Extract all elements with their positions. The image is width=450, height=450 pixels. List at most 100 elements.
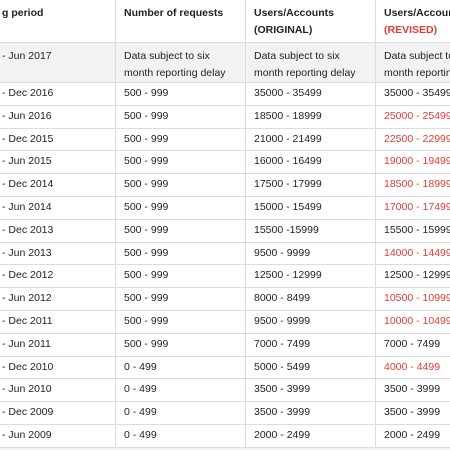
note-text: month reporting delay [254, 67, 356, 79]
data-row: - Dec 2012 500 - 999 12500 - 12999 12500 - … [0, 265, 450, 289]
revised-cell: 35000 - 35499 [375, 83, 450, 105]
revised-cell: 2000 - 2499 [375, 425, 450, 447]
header-cell: Number of requests [115, 0, 245, 42]
header-text: Number of requests [124, 7, 224, 19]
note-cell: Data subject to six month reporting delay [245, 43, 375, 82]
data-row: - Jun 2014 500 - 999 15000 - 15499 17000 - … [0, 197, 450, 220]
data-row: - Jun 2016 500 - 999 18500 - 18999 25000 - … [0, 105, 450, 129]
data-row: - Jun 2011 500 - 999 7000 - 7499 7000 - 749… [0, 333, 450, 357]
period-cell: - Jun 2015 [2, 155, 52, 168]
note-cell: Data subject to si month reporting [375, 43, 450, 82]
data-row: - Jun 2012 500 - 999 8000 - 8499 10500 - 10… [0, 288, 450, 311]
data-row: - Dec 2013 500 - 999 15500 -15999 15500 - 1… [0, 219, 450, 243]
period-cell: - Dec 2013 [2, 223, 54, 236]
revised-cell: 19000 - 19499 [375, 151, 450, 174]
period-cell: - Jun 2014 [2, 201, 52, 213]
header-text: g period [2, 7, 44, 19]
original-cell: 16000 - 16499 [245, 151, 375, 174]
revised-cell: 12500 - 12999 [375, 265, 450, 288]
data-row: - Dec 2011 500 - 999 9500 - 9999 10000 - 10… [0, 311, 450, 334]
period-cell: - Dec 2010 [2, 360, 54, 373]
original-cell: 12500 - 12999 [245, 265, 375, 288]
requests-cell: 500 - 999 [115, 242, 245, 265]
period-cell: - Dec 2011 [2, 315, 53, 327]
revised-cell: 7000 - 7499 [375, 333, 450, 356]
period-cell: - Dec 2015 [2, 132, 54, 145]
original-cell: 9500 - 9999 [245, 311, 375, 333]
header-text: Users/Accounts [254, 7, 334, 19]
data-row: - Jun 2010 0 - 499 3500 - 3999 3500 - 3999 [0, 379, 450, 403]
revised-cell: 4000 - 4499 [375, 356, 450, 379]
data-row: - Dec 2009 0 - 499 3500 - 3999 3500 - 3999 [0, 402, 450, 425]
period-cell: - Dec 2016 [2, 87, 54, 99]
header-cell: Users/Accounts (ORIGINAL) [245, 0, 375, 42]
original-cell: 18500 - 18999 [245, 105, 375, 128]
original-cell: 15500 -15999 [245, 219, 375, 242]
data-row: - Dec 2010 0 - 499 5000 - 5499 4000 - 4499 [0, 356, 450, 380]
original-cell: 5000 - 5499 [245, 356, 375, 379]
original-cell: 3500 - 3999 [245, 402, 375, 424]
revised-cell: 17000 - 17499 [375, 197, 450, 219]
header-cell: Users/Account (REVISED) [375, 0, 450, 42]
requests-cell: 500 - 999 [115, 83, 245, 105]
header-text: (ORIGINAL) [254, 24, 313, 36]
note-text: Data subject to six [124, 50, 210, 62]
period-cell: - Dec 2014 [2, 178, 54, 191]
note-row: - Jun 2017 Data subject to six month repor… [0, 43, 450, 83]
data-row: - Jun 2013 500 - 999 9500 - 9999 14000 - 14… [0, 242, 450, 266]
requests-cell: 500 - 999 [115, 288, 245, 310]
revised-cell: 10500 - 10999 [375, 288, 450, 310]
data-row: - Dec 2014 500 - 999 17500 - 17999 18500 - … [0, 174, 450, 197]
period-cell: - Jun 2017 [2, 50, 52, 62]
requests-cell: 0 - 499 [115, 379, 245, 402]
original-cell: 15000 - 15499 [245, 197, 375, 219]
revised-cell: 15500 - 15999 [375, 219, 450, 242]
revised-cell: 22500 - 22999 [375, 128, 450, 151]
revised-cell: 25000 - 25499 [375, 105, 450, 128]
original-cell: 3500 - 3999 [245, 379, 375, 402]
original-cell: 8000 - 8499 [245, 288, 375, 310]
original-cell: 35000 - 35499 [245, 83, 375, 105]
data-row: - Dec 2016 500 - 999 35000 - 35499 35000 - … [0, 83, 450, 106]
note-text: month reporting delay [124, 67, 226, 79]
requests-cell: 500 - 999 [115, 105, 245, 128]
note-text: month reporting [384, 67, 450, 79]
header-cell: g period [0, 0, 115, 42]
header-row: g period Number of requests Users/Accounts… [0, 0, 450, 43]
period-cell: - Dec 2009 [2, 406, 54, 419]
period-cell: - Jun 2009 [2, 429, 52, 441]
original-cell: 2000 - 2499 [245, 425, 375, 447]
requests-cell: 500 - 999 [115, 174, 245, 196]
requests-cell: 0 - 499 [115, 356, 245, 379]
note-text: Data subject to six [254, 50, 340, 62]
revised-cell: 10000 - 10499 [375, 311, 450, 333]
revised-cell: 18500 - 18999 [375, 174, 450, 196]
requests-cell: 0 - 499 [115, 425, 245, 447]
header-text: Users/Account [384, 7, 450, 19]
requests-cell: 500 - 999 [115, 128, 245, 151]
requests-cell: 500 - 999 [115, 197, 245, 219]
period-cell: - Jun 2016 [2, 109, 52, 122]
note-text: Data subject to si [384, 50, 450, 62]
period-cell: - Jun 2013 [2, 246, 52, 259]
note-cell: Data subject to six month reporting delay [115, 43, 245, 82]
period-cell: - Jun 2012 [2, 292, 52, 305]
period-cell: - Dec 2012 [2, 269, 54, 282]
requests-cell: 500 - 999 [115, 151, 245, 174]
period-cell: - Jun 2011 [2, 337, 51, 350]
revised-cell: 14000 - 14499 [375, 242, 450, 265]
header-text: (REVISED) [384, 24, 438, 36]
original-cell: 21000 - 21499 [245, 128, 375, 151]
revised-cell: 3500 - 3999 [375, 402, 450, 424]
requests-cell: 500 - 999 [115, 265, 245, 288]
data-row: - Dec 2015 500 - 999 21000 - 21499 22500 - … [0, 128, 450, 152]
original-cell: 17500 - 17999 [245, 174, 375, 196]
period-cell: - Jun 2010 [2, 383, 52, 396]
data-row: - Jun 2015 500 - 999 16000 - 16499 19000 - … [0, 151, 450, 175]
original-cell: 9500 - 9999 [245, 242, 375, 265]
requests-cell: 0 - 499 [115, 402, 245, 424]
revised-cell: 3500 - 3999 [375, 379, 450, 402]
requests-cell: 500 - 999 [115, 219, 245, 242]
requests-cell: 500 - 999 [115, 311, 245, 333]
